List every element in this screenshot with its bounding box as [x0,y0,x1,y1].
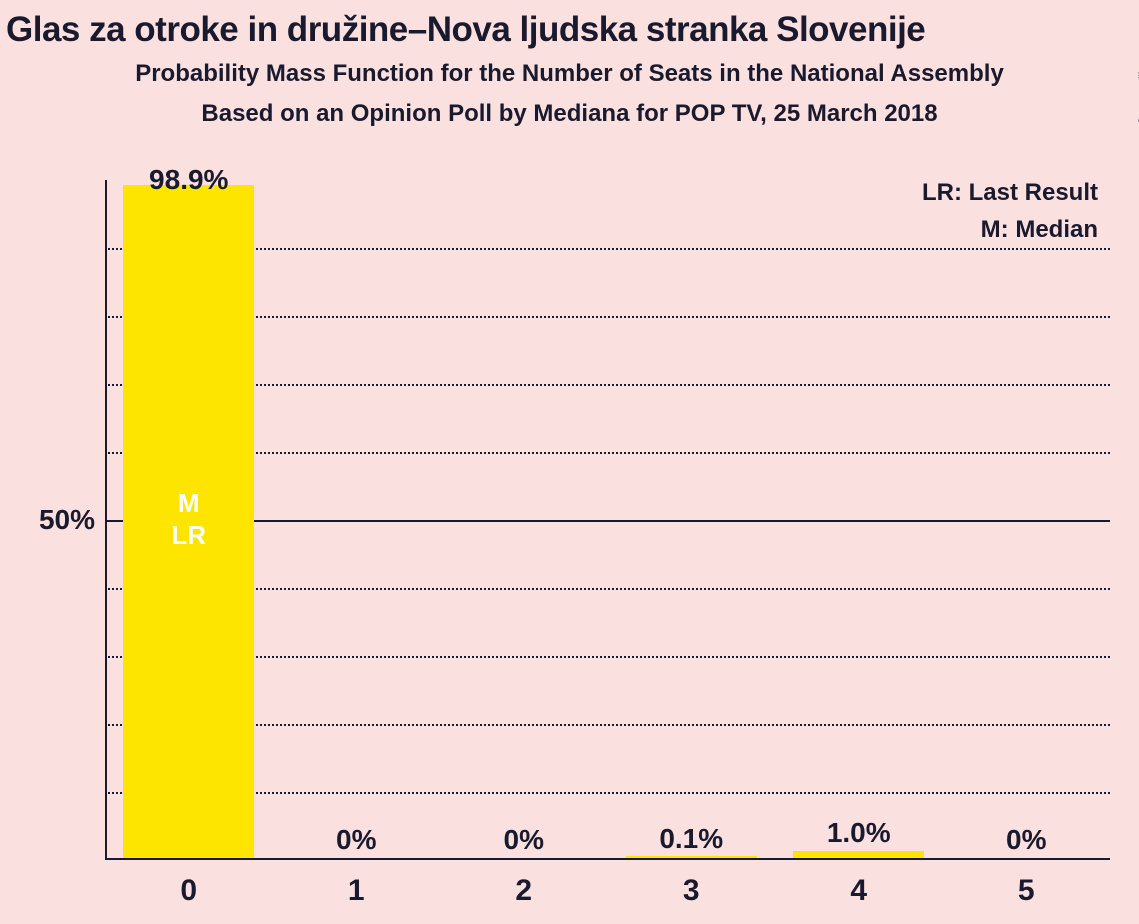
x-tick-label: 0 [149,874,229,908]
gridline [105,316,1110,318]
x-tick-label: 4 [819,874,899,908]
bar-value-label: 0% [444,824,604,856]
x-tick-label: 5 [986,874,1066,908]
bar-marker-text: MLR [123,487,254,552]
x-tick-label: 1 [316,874,396,908]
x-tick-label: 2 [484,874,564,908]
gridline-major [105,520,1110,522]
legend: LR: Last Result M: Median [922,174,1098,248]
legend-m: M: Median [922,211,1098,248]
gridline [105,384,1110,386]
bar [793,851,924,858]
legend-lr: LR: Last Result [922,174,1098,211]
plot-area: 50%MLR98.9%00%10%20.1%31.0%40%5 LR: Last… [105,180,1110,860]
bar: MLR [123,185,254,858]
chart-container: 50% MLR 98.9% 0 0% 1 0% 2 0.1% 3 1.0% 4 0% 5 LR: Last… [0,160,1139,920]
bar-value-label: 0% [946,824,1106,856]
chart-title: Glas za otroke in družine–Nova ljudska s… [0,0,1139,50]
bar-value-label: 1.0% [779,817,939,849]
gridline [105,452,1110,454]
gridline [105,588,1110,590]
gridline [105,656,1110,658]
y-axis-label: 50% [10,504,95,536]
bar-value-label: 0.1% [611,823,771,855]
bar [626,856,757,858]
x-axis [105,858,1110,860]
x-tick-label: 3 [651,874,731,908]
chart-subtitle-2: Based on an Opinion Poll by Mediana for … [0,100,1139,128]
bar-value-label: 98.9% [109,164,269,196]
chart-subtitle-1: Probability Mass Function for the Number… [0,60,1139,88]
bar-value-label: 0% [276,824,436,856]
gridline [105,724,1110,726]
gridline [105,792,1110,794]
